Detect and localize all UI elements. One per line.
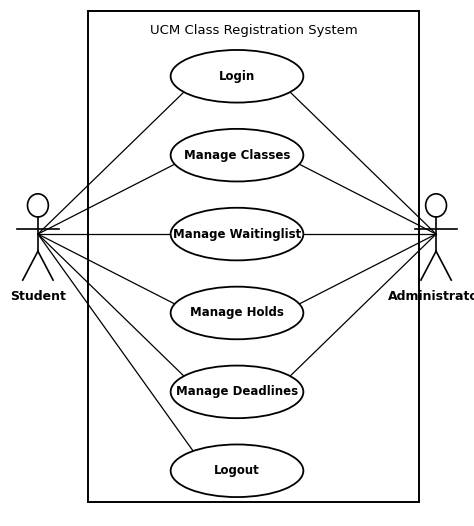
Text: Manage Holds: Manage Holds — [190, 307, 284, 319]
Text: Manage Deadlines: Manage Deadlines — [176, 386, 298, 398]
Text: UCM Class Registration System: UCM Class Registration System — [150, 24, 357, 37]
Ellipse shape — [171, 287, 303, 339]
Text: Administrator: Administrator — [388, 289, 474, 302]
Text: Logout: Logout — [214, 464, 260, 477]
Text: Manage Classes: Manage Classes — [184, 149, 290, 161]
Ellipse shape — [171, 366, 303, 418]
Text: Login: Login — [219, 70, 255, 83]
Bar — [88, 11, 419, 502]
Ellipse shape — [171, 208, 303, 260]
Text: Student: Student — [10, 289, 66, 302]
Ellipse shape — [171, 444, 303, 497]
Ellipse shape — [171, 50, 303, 103]
Text: Manage Waitinglist: Manage Waitinglist — [173, 228, 301, 240]
Ellipse shape — [171, 129, 303, 181]
